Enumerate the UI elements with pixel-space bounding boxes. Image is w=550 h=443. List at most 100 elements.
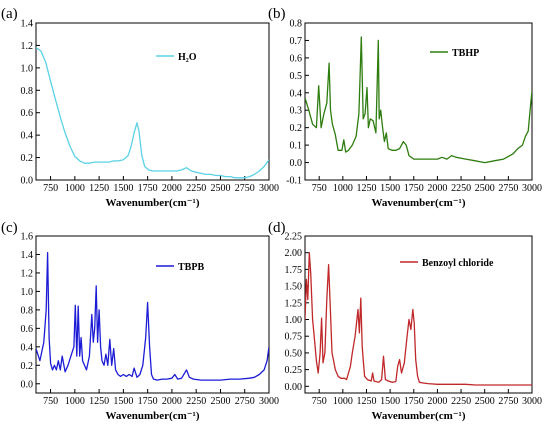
y-tick-label: 0.7 xyxy=(290,36,303,47)
x-tick-label: 1250 xyxy=(89,396,109,407)
y-tick-label: 1.75 xyxy=(285,265,303,276)
y-tick-label: 0.2 xyxy=(21,153,34,164)
legend-label: Benzoyl chloride xyxy=(422,258,494,269)
legend-label: TBPB xyxy=(178,262,204,273)
y-tick-label: 0.75 xyxy=(285,332,303,343)
y-tick-label: 0.0 xyxy=(21,176,34,187)
x-tick-label: 750 xyxy=(43,396,58,407)
y-tick-label: 0.2 xyxy=(21,361,34,372)
plot-frame xyxy=(35,22,270,181)
x-tick-label: 2000 xyxy=(427,396,447,407)
y-tick-label: 0.00 xyxy=(285,382,303,393)
y-tick-label: 1.25 xyxy=(285,298,303,309)
x-tick-label: 3000 xyxy=(522,183,542,194)
x-tick-label: 1250 xyxy=(356,183,376,194)
x-tick-label: 2250 xyxy=(451,183,471,194)
x-tick-label: 2750 xyxy=(498,396,518,407)
plot-frame xyxy=(304,22,533,181)
x-tick-label: 2000 xyxy=(427,183,447,194)
x-tick-label: 2750 xyxy=(235,396,255,407)
x-tick-label: 1250 xyxy=(89,183,109,194)
x-axis-label: Wavenumber(cm⁻¹) xyxy=(105,410,199,422)
y-tick-label: 2.00 xyxy=(285,248,303,259)
y-tick-label: 0.25 xyxy=(285,365,303,376)
panel-label: (d) xyxy=(268,220,286,236)
panel-label: (c) xyxy=(1,220,18,236)
x-tick-label: 1500 xyxy=(380,183,400,194)
x-tick-label: 3000 xyxy=(522,396,542,407)
x-tick-label: 1000 xyxy=(333,183,353,194)
x-tick-label: 2000 xyxy=(162,183,182,194)
x-tick-label: 2500 xyxy=(210,396,230,407)
x-tick-label: 2750 xyxy=(235,183,255,194)
y-tick-label: 0.4 xyxy=(21,131,34,142)
x-tick-label: 1000 xyxy=(333,396,353,407)
plot-frame xyxy=(304,235,533,394)
x-tick-label: 1750 xyxy=(138,183,158,194)
y-tick-label: 0.6 xyxy=(21,108,34,119)
y-tick-label: 0.4 xyxy=(21,342,34,353)
x-tick-label: 3000 xyxy=(259,183,279,194)
x-tick-label: 2750 xyxy=(498,183,518,194)
plot-frame xyxy=(35,235,270,394)
y-tick-label: 0.1 xyxy=(290,141,303,152)
x-tick-label: 1750 xyxy=(138,396,158,407)
y-tick-label: 0.8 xyxy=(21,86,34,97)
x-tick-label: 2500 xyxy=(475,396,495,407)
y-tick-label: 0.6 xyxy=(290,53,303,64)
y-tick-label: 0.0 xyxy=(290,158,303,169)
x-tick-label: 1500 xyxy=(113,396,133,407)
y-tick-label: 0.0 xyxy=(21,379,34,390)
panel-d: 750 1000 1250 1500 1750 2000 2250 2500 2750 3000 0… xyxy=(268,220,542,422)
x-tick-label: 1000 xyxy=(65,183,85,194)
y-tick-label: 1.4 xyxy=(21,250,34,261)
panel-c: 750 1000 1250 1500 1750 2000 2250 2500 2750 3000 0… xyxy=(1,220,279,422)
y-tick-label: 1.2 xyxy=(21,41,34,52)
panel-label: (a) xyxy=(1,6,18,22)
y-tick-label: 0.5 xyxy=(290,71,303,82)
y-tick-label: 0.4 xyxy=(290,88,303,99)
series-line xyxy=(305,252,532,386)
y-tick-label: 1.6 xyxy=(21,232,34,243)
x-tick-label: 2500 xyxy=(475,183,495,194)
x-tick-label: 2250 xyxy=(186,396,206,407)
y-tick-label: 1.0 xyxy=(21,287,34,298)
y-tick-label: 0.8 xyxy=(21,305,34,316)
x-axis-label: Wavenumber(cm⁻¹) xyxy=(105,197,199,209)
y-tick-label: 2.25 xyxy=(285,232,303,243)
y-tick-label: 0.3 xyxy=(290,106,303,117)
x-tick-label: 1750 xyxy=(404,183,424,194)
legend-label: H₂O xyxy=(178,52,197,63)
series-line xyxy=(36,47,269,179)
y-tick-label: 1.0 xyxy=(21,63,34,74)
y-tick-label: 1.50 xyxy=(285,282,303,293)
y-tick-label: 0.8 xyxy=(290,19,303,30)
x-tick-label: 750 xyxy=(312,396,327,407)
x-axis-label: Wavenumber(cm⁻¹) xyxy=(371,410,465,422)
y-tick-label: 0.2 xyxy=(290,123,303,134)
y-tick-label: 1.2 xyxy=(21,268,34,279)
x-tick-label: 2250 xyxy=(451,396,471,407)
y-tick-label: 1.4 xyxy=(21,19,34,30)
x-tick-label: 1250 xyxy=(356,396,376,407)
panel-a: 750 1000 1250 1500 1750 2000 2250 2500 2750 3000 0… xyxy=(1,6,279,209)
x-tick-label: 1500 xyxy=(113,183,133,194)
x-tick-label: 1750 xyxy=(404,396,424,407)
x-tick-label: 3000 xyxy=(259,396,279,407)
y-tick-label: 1.00 xyxy=(285,315,303,326)
legend-label: TBHP xyxy=(452,48,479,59)
x-tick-label: 750 xyxy=(43,183,58,194)
series-line xyxy=(305,36,532,164)
x-tick-label: 2500 xyxy=(210,183,230,194)
x-tick-label: 2250 xyxy=(186,183,206,194)
y-tick-label: 0.6 xyxy=(21,324,34,335)
x-tick-label: 1000 xyxy=(65,396,85,407)
panel-b: 750 1000 1250 1500 1750 2000 2250 2500 2750 3000 -… xyxy=(268,6,542,209)
x-tick-label: 750 xyxy=(312,183,327,194)
series-line xyxy=(36,251,269,381)
panel-label: (b) xyxy=(268,6,286,22)
y-tick-label: -0.1 xyxy=(286,176,302,187)
y-tick-label: 0.50 xyxy=(285,348,303,359)
x-tick-label: 2000 xyxy=(162,396,182,407)
